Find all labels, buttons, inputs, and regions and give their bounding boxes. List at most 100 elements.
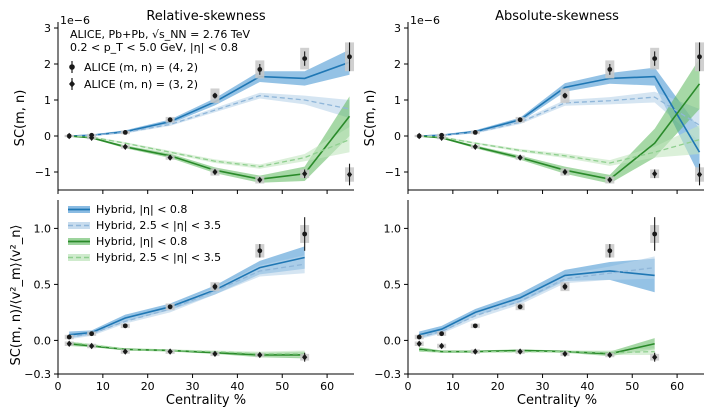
data-point-42 <box>652 231 658 237</box>
ylabel-top-right: SC(m, n) <box>363 90 378 147</box>
xlabel-bottom-right: Centrality % <box>517 393 597 408</box>
y-tick-label: −0.3 <box>374 368 401 381</box>
multiplier-top-left: 1e−6 <box>60 14 90 27</box>
data-point-42 <box>257 67 263 72</box>
annotation-line1: ALICE, Pb+Pb, √s_NN = 2.76 TeV <box>70 28 250 41</box>
multiplier-top-right: 1e−6 <box>410 14 440 27</box>
model-line-blue <box>419 270 655 336</box>
model-band-light_blue <box>69 92 350 137</box>
data-point-42 <box>697 54 702 60</box>
data-point-32 <box>416 132 422 140</box>
data-point-32 <box>439 342 445 350</box>
data-point-32 <box>302 354 308 361</box>
x-tick-label: 10 <box>96 380 110 393</box>
model-band-blue <box>69 246 305 339</box>
title-relative-skewness: Relative-skewness <box>146 9 266 24</box>
data-point-32 <box>167 348 173 355</box>
data-point-32 <box>66 340 72 347</box>
data-point-32 <box>89 134 95 141</box>
data-point-32 <box>517 154 523 161</box>
data-point-32 <box>607 351 613 359</box>
x-tick-label: 20 <box>141 380 155 393</box>
data-point-42 <box>167 117 173 123</box>
data-point-32 <box>472 143 478 150</box>
data-point-32 <box>517 348 523 355</box>
data-point-42 <box>562 284 568 290</box>
data-point-42 <box>89 331 95 337</box>
x-tick-label: 60 <box>670 380 684 393</box>
data-point-32 <box>652 354 658 361</box>
y-tick-label: 2 <box>44 58 51 71</box>
data-point-32 <box>302 170 308 177</box>
x-tick-label: 20 <box>491 380 505 393</box>
y-tick-label: 3 <box>394 22 401 35</box>
model-band-light_blue <box>419 91 700 142</box>
data-point-42 <box>416 334 422 340</box>
y-tick-label: 1 <box>44 94 51 107</box>
data-point-42 <box>517 117 523 123</box>
x-tick-label: 60 <box>320 380 334 393</box>
data-point-42 <box>66 334 72 340</box>
model-band-light_green <box>419 125 700 166</box>
model-band-light_blue <box>419 256 655 340</box>
y-tick-label: 0 <box>44 130 51 143</box>
model-line-light_blue <box>419 96 700 137</box>
x-tick-label: 40 <box>580 380 594 393</box>
model-band-blue <box>69 49 350 137</box>
data-point-32 <box>562 168 568 176</box>
y-tick-label: 0 <box>394 130 401 143</box>
panel-top-left: −1 0 1 2 3 <box>35 22 355 194</box>
legend-label-hybrid-lightblue: Hybrid, 2.5 < |η| < 3.5 <box>96 219 221 232</box>
model-line-light_green <box>419 135 700 164</box>
data-point-32 <box>416 340 422 347</box>
data-point-32 <box>472 348 478 355</box>
panel-bottom-left: −0.3 0.0 0.5 1.0 0 10 20 30 40 50 60 <box>24 200 354 393</box>
data-point-32 <box>122 143 128 150</box>
data-point-42 <box>302 231 308 237</box>
x-tick-label: 50 <box>625 380 639 393</box>
y-tick-label: 0.0 <box>34 334 52 347</box>
panel-bottom-right: −0.3 0.0 0.5 1.0 0 10 20 30 40 50 60 <box>374 200 704 393</box>
y-tick-label: 3 <box>44 22 51 35</box>
model-line-light_blue <box>419 266 655 338</box>
legend-label-42: ALICE (m, n) = (4, 2) <box>84 61 198 74</box>
data-point-42 <box>562 93 568 99</box>
title-absolute-skewness: Absolute-skewness <box>495 9 619 24</box>
data-point-32 <box>346 171 353 178</box>
xlabel-bottom-left: Centrality % <box>166 393 246 408</box>
data-point-42 <box>212 284 218 290</box>
data-point-42 <box>122 130 128 135</box>
x-tick-label: 30 <box>186 380 200 393</box>
data-point-42 <box>212 93 218 99</box>
data-point-42 <box>302 56 308 61</box>
y-tick-label: −1 <box>385 166 401 179</box>
data-point-42 <box>607 248 613 254</box>
model-line-green <box>69 115 351 181</box>
data-point-32 <box>66 132 72 140</box>
legend-marker-32 <box>69 80 75 88</box>
x-tick-label: 0 <box>405 380 412 393</box>
model-band-light_blue <box>69 255 305 340</box>
ylabel-bottom-left: SC(m, n)/⟨v²_m⟩⟨v²_n⟩ <box>9 224 24 365</box>
data-point-32 <box>212 350 218 358</box>
data-point-42 <box>472 323 478 329</box>
y-tick-label: −0.3 <box>24 368 51 381</box>
y-tick-label: 2 <box>394 58 401 71</box>
ylabel-top-left: SC(m, n) <box>13 90 28 147</box>
legend-marker-42 <box>69 64 75 70</box>
data-point-32 <box>89 342 95 350</box>
data-point-32 <box>257 176 263 184</box>
model-line-light_green <box>69 135 350 168</box>
data-point-32 <box>212 168 218 176</box>
y-tick-label: 1 <box>394 94 401 107</box>
data-point-32 <box>607 176 613 184</box>
data-point-42 <box>439 331 445 337</box>
y-tick-label: 0.5 <box>384 278 402 291</box>
data-point-32 <box>696 171 703 178</box>
y-tick-label: 1.0 <box>384 222 402 235</box>
legend-top: ALICE (m, n) = (4, 2) ALICE (m, n) = (3,… <box>69 61 198 91</box>
data-point-42 <box>652 56 658 61</box>
panel-top-right: −1 0 1 2 3 <box>385 22 705 194</box>
x-tick-label: 0 <box>55 380 62 393</box>
